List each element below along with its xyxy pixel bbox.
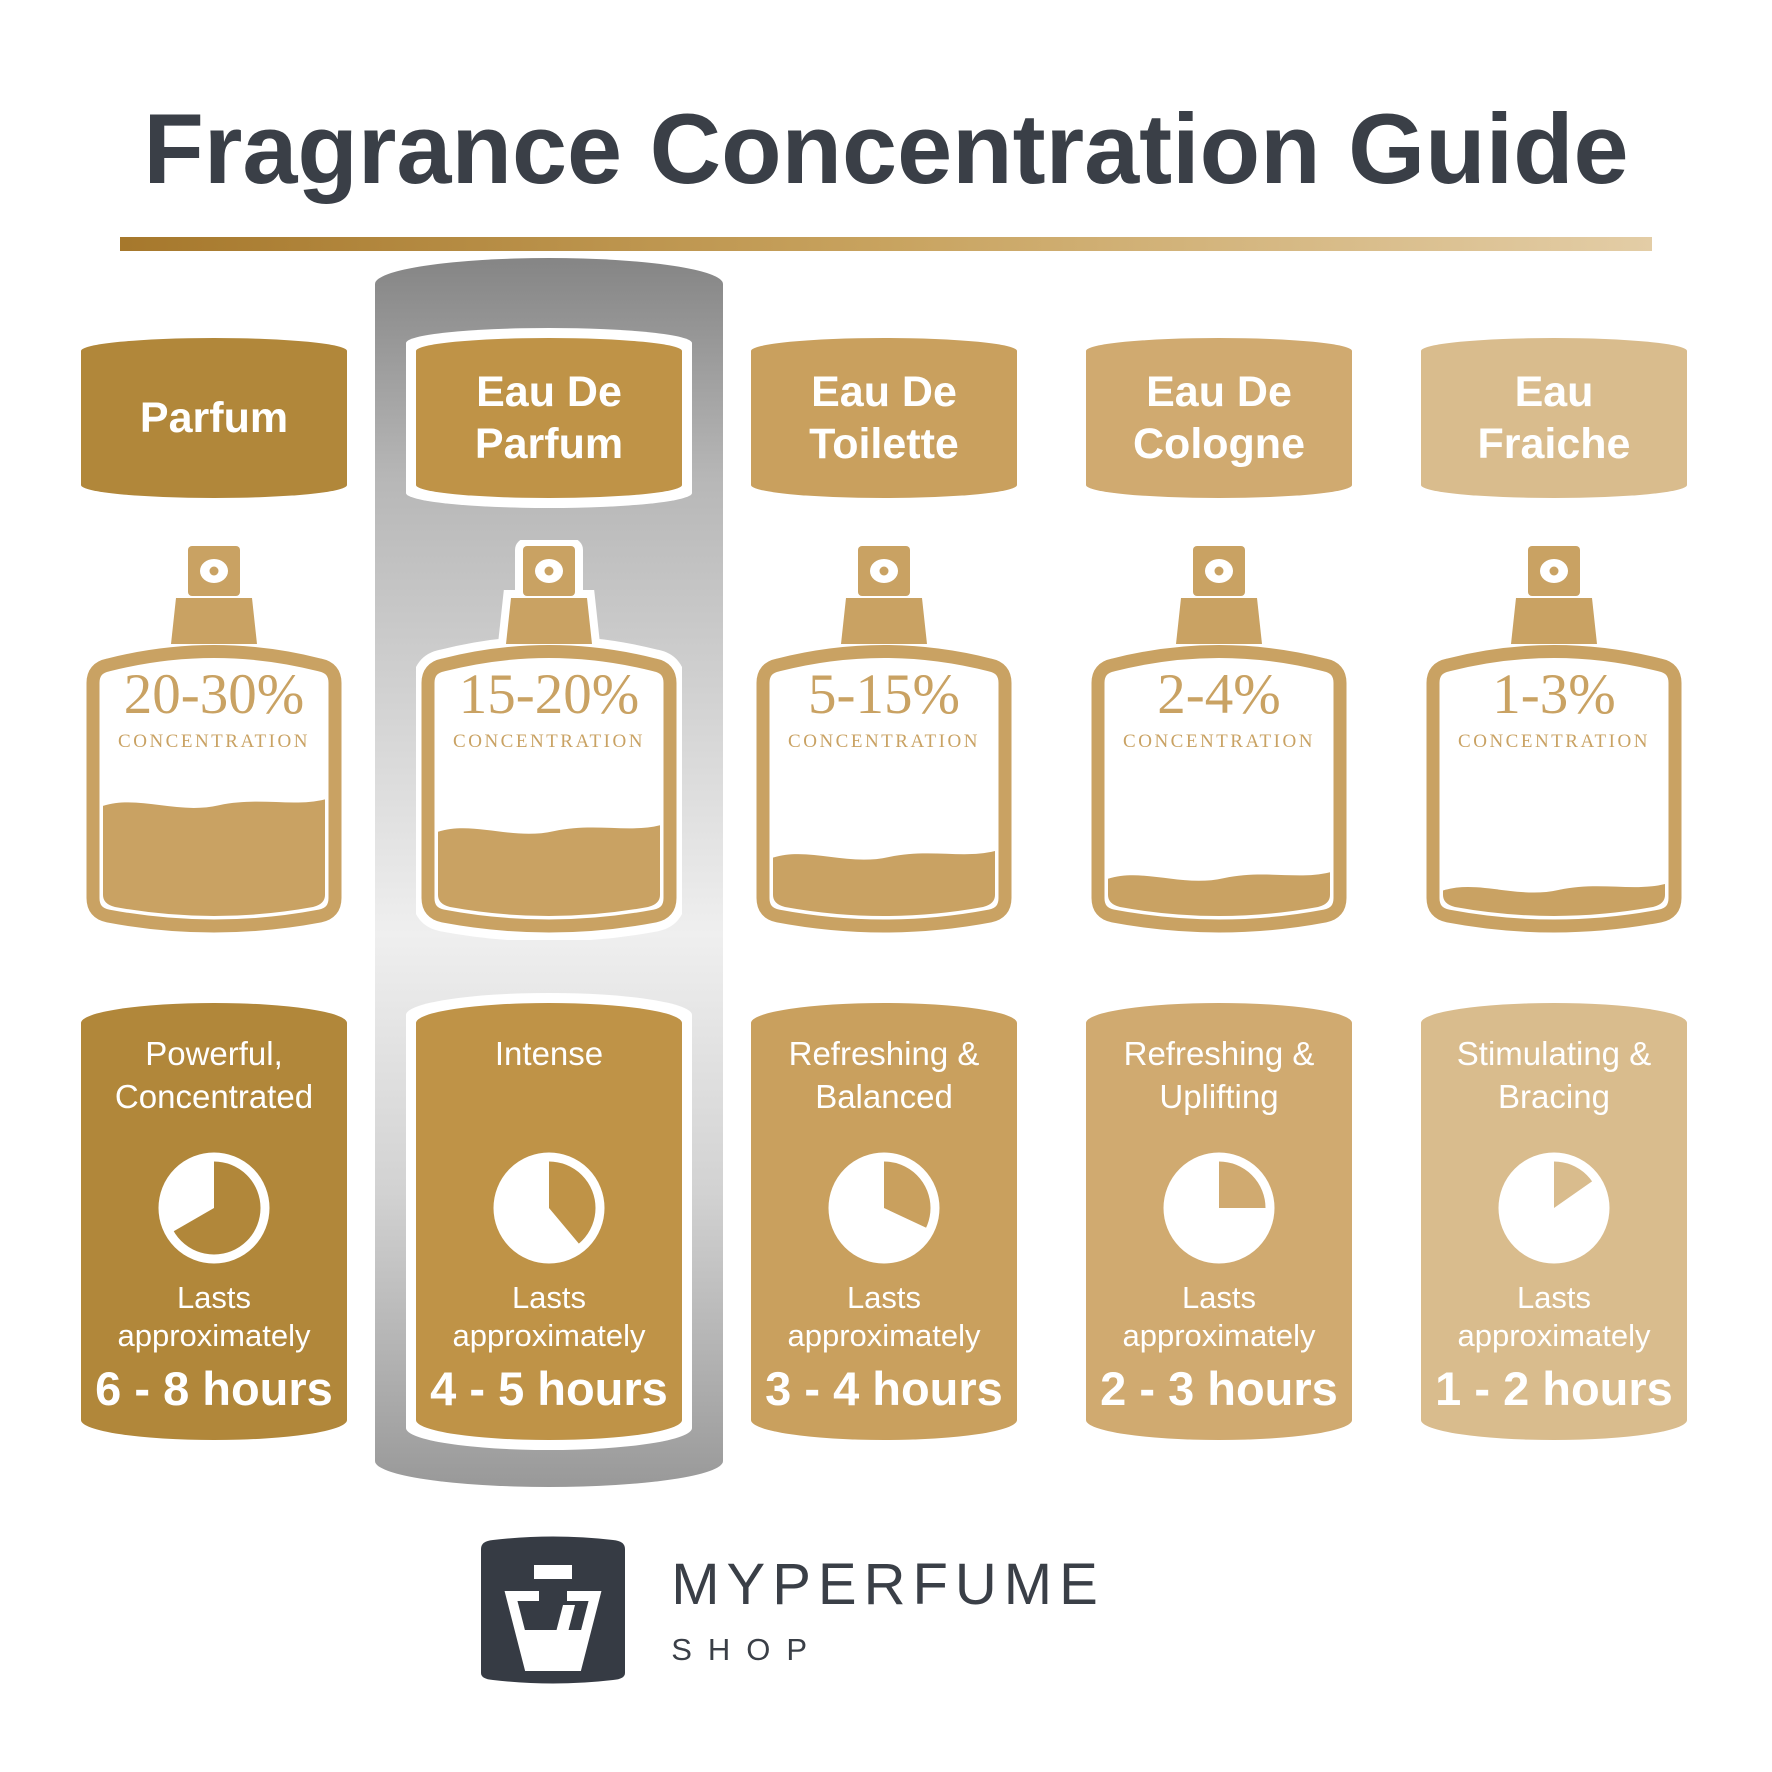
perfume-bottle-icon: 2-4% CONCENTRATION — [1086, 540, 1352, 940]
duration-block: Lasts approximately 2 - 3 hours — [1086, 1279, 1352, 1417]
type-badge-label: Eau De Parfum — [474, 367, 624, 468]
concentration-value: 2-4% — [1157, 663, 1281, 726]
highlight-card-frame: Intense Lasts approximately 4 - 5 hours — [406, 993, 692, 1450]
concentration-label: CONCENTRATION — [1458, 731, 1650, 752]
type-badge: Eau De Parfum — [416, 338, 682, 498]
column-eau-de-toilette: Eau De Toilette 5-15% CONCENTRATION Refr… — [751, 0, 1017, 1450]
brand-subtitle: SHOP — [671, 1632, 824, 1667]
duration-clock-icon — [1163, 1152, 1275, 1264]
type-badge: Eau De Toilette — [751, 338, 1017, 498]
duration-value: 6 - 8 hours — [95, 1362, 333, 1415]
info-card: Refreshing & Balanced Lasts approximatel… — [751, 1003, 1017, 1440]
column-eau-fraiche: Eau Fraiche 1-3% CONCENTRATION Stimulati… — [1421, 0, 1687, 1450]
brand-logo: MYPERFUME SHOP — [0, 1535, 1677, 1685]
scent-character-label: Refreshing & Uplifting — [1123, 1035, 1315, 1115]
duration-value: 4 - 5 hours — [430, 1362, 668, 1415]
concentration-label: CONCENTRATION — [118, 731, 310, 752]
scent-character-label: Intense — [494, 1035, 604, 1072]
type-badge: Eau De Cologne — [1086, 338, 1352, 498]
perfume-bottle-icon: 5-15% CONCENTRATION — [751, 540, 1017, 940]
scent-character-label: Stimulating & Bracing — [1456, 1035, 1652, 1115]
brand-text: MYPERFUME SHOP — [671, 1551, 1105, 1685]
duration-clock-icon — [158, 1152, 270, 1264]
concentration-label: CONCENTRATION — [453, 731, 645, 752]
brand-name: MYPERFUME — [671, 1552, 1105, 1617]
concentration-block: 1-3% CONCENTRATION — [1421, 666, 1687, 753]
type-badge-label: Eau De Cologne — [1133, 367, 1305, 468]
info-card: Powerful, Concentrated Lasts approximate… — [81, 1003, 347, 1440]
duration-clock-icon — [493, 1152, 605, 1264]
lasts-label: Lasts approximately — [117, 1279, 311, 1354]
info-card: Refreshing & Uplifting Lasts approximate… — [1086, 1003, 1352, 1440]
info-card: Intense Lasts approximately 4 - 5 hours — [416, 1003, 682, 1440]
duration-block: Lasts approximately 1 - 2 hours — [1421, 1279, 1687, 1417]
page-title: Fragrance Concentration Guide — [143, 93, 1629, 204]
concentration-label: CONCENTRATION — [1123, 731, 1315, 752]
concentration-label: CONCENTRATION — [788, 731, 980, 752]
duration-value: 1 - 2 hours — [1435, 1362, 1673, 1415]
duration-value: 2 - 3 hours — [1100, 1362, 1338, 1415]
concentration-value: 20-30% — [123, 663, 305, 726]
concentration-block: 2-4% CONCENTRATION — [1086, 666, 1352, 753]
perfume-bottle-icon: 20-30% CONCENTRATION — [81, 540, 347, 940]
type-badge-label: Eau De Toilette — [809, 367, 959, 468]
perfume-bottle-icon: 15-20% CONCENTRATION — [416, 540, 682, 940]
concentration-value: 1-3% — [1492, 663, 1616, 726]
duration-clock-icon — [828, 1152, 940, 1264]
duration-block: Lasts approximately 6 - 8 hours — [81, 1279, 347, 1417]
type-badge-label: Eau Fraiche — [1477, 367, 1631, 468]
column-eau-de-cologne: Eau De Cologne 2-4% CONCENTRATION Refres… — [1086, 0, 1352, 1450]
concentration-value: 15-20% — [458, 663, 640, 726]
duration-block: Lasts approximately 4 - 5 hours — [416, 1279, 682, 1417]
columns-row: Parfum 20-30% CONCENTRATION Powerful, Co… — [81, 0, 1687, 1450]
duration-clock-icon — [1498, 1152, 1610, 1264]
concentration-block: 15-20% CONCENTRATION — [416, 666, 682, 753]
lasts-label: Lasts approximately — [452, 1279, 646, 1354]
concentration-block: 20-30% CONCENTRATION — [81, 666, 347, 753]
type-badge: Eau Fraiche — [1421, 338, 1687, 498]
lasts-label: Lasts approximately — [787, 1279, 981, 1354]
concentration-value: 5-15% — [808, 663, 960, 726]
perfume-bottle-icon: 1-3% CONCENTRATION — [1421, 540, 1687, 940]
type-badge: Parfum — [81, 338, 347, 498]
column-eau-de-parfum: Eau De Parfum — [406, 0, 692, 1450]
scent-character-label: Powerful, Concentrated — [114, 1035, 314, 1115]
duration-value: 3 - 4 hours — [765, 1362, 1003, 1415]
concentration-block: 5-15% CONCENTRATION — [751, 666, 1017, 753]
type-badge-label: Parfum — [139, 393, 289, 442]
perfume-bottle-logo-icon — [481, 1536, 626, 1684]
highlight-badge-frame: Eau De Parfum — [406, 328, 692, 508]
title-underline — [120, 237, 1652, 251]
info-card: Stimulating & Bracing Lasts approximatel… — [1421, 1003, 1687, 1440]
lasts-label: Lasts approximately — [1457, 1279, 1651, 1354]
duration-block: Lasts approximately 3 - 4 hours — [751, 1279, 1017, 1417]
lasts-label: Lasts approximately — [1122, 1279, 1316, 1354]
scent-character-label: Refreshing & Balanced — [788, 1035, 980, 1115]
column-parfum: Parfum 20-30% CONCENTRATION Powerful, Co… — [81, 0, 347, 1450]
